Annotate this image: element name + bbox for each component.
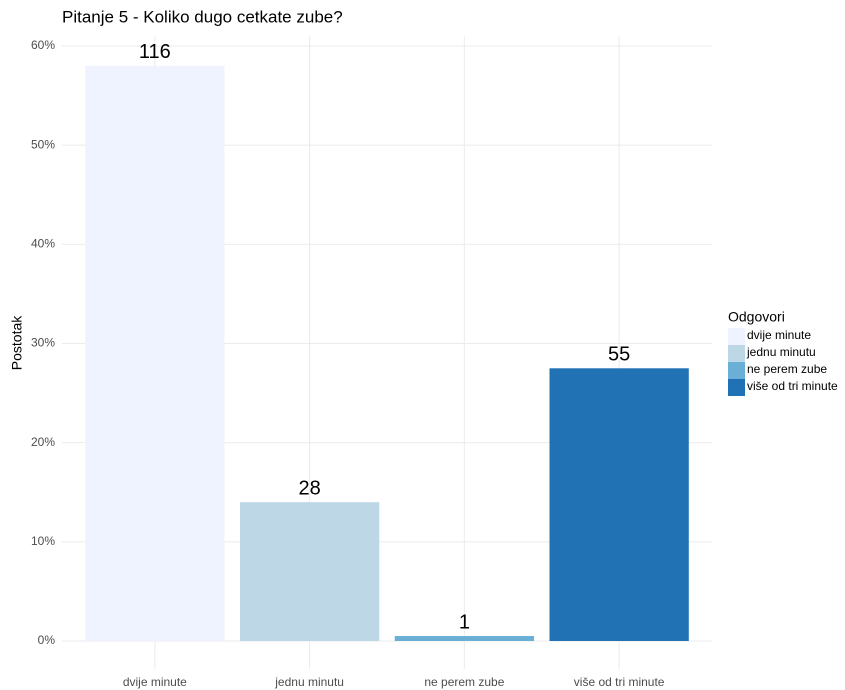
legend-key [728, 345, 745, 362]
data-label: 116 [139, 41, 171, 63]
bar [549, 368, 689, 641]
legend-label: ne perem zube [747, 362, 827, 376]
legend-key [728, 362, 745, 379]
y-tick-label: 10% [31, 534, 55, 548]
y-tick-label: 60% [31, 38, 55, 52]
legend-label: više od tri minute [747, 379, 838, 393]
legend-label: jednu minutu [746, 345, 816, 359]
bar [394, 636, 535, 641]
legend-label: dvije minute [747, 328, 811, 342]
x-tick-label: ne perem zube [424, 675, 504, 689]
chart-title: Pitanje 5 - Koliko dugo cetkate zube? [62, 7, 343, 26]
bar [239, 502, 380, 641]
legend-key [728, 328, 745, 345]
x-tick-label: dvije minute [123, 675, 187, 689]
y-tick-label: 30% [31, 336, 55, 350]
y-axis-label: Postotak [9, 315, 25, 370]
y-tick-label: 50% [31, 137, 55, 151]
y-tick-label: 20% [31, 435, 55, 449]
legend-title: Odgovori [728, 309, 785, 325]
data-label: 1 [459, 611, 470, 633]
x-tick-label: više od tri minute [574, 675, 665, 689]
y-tick-label: 0% [38, 633, 56, 647]
data-label: 55 [608, 344, 630, 366]
x-tick-label: jednu minutu [274, 675, 344, 689]
legend-key [728, 379, 745, 396]
bar [85, 65, 225, 642]
y-tick-label: 40% [31, 237, 55, 251]
data-label: 28 [298, 477, 320, 499]
